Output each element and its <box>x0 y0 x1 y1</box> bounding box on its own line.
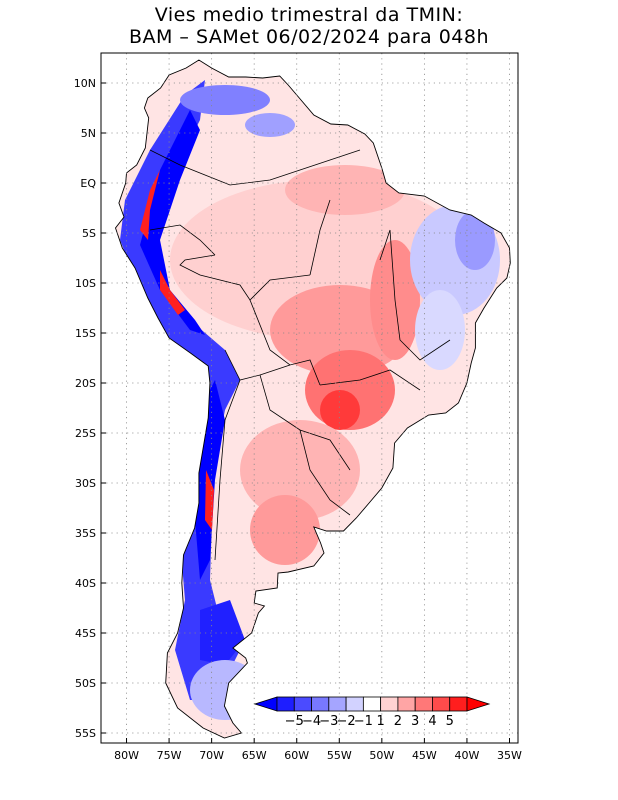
map-title-line2: BAM – SAMet 06/02/2024 para 048h <box>128 26 490 48</box>
colorbar-swatch <box>276 696 295 712</box>
colorbar-swatch <box>432 696 451 712</box>
lat-tick-label: 5S <box>82 227 96 240</box>
lon-tick-label: 65W <box>242 749 267 762</box>
colorbar-label: 4 <box>428 714 436 729</box>
colorbar-over-arrow <box>466 696 491 712</box>
lon-tick-label: 45W <box>412 749 437 762</box>
cool-region-caribbean-coast <box>180 85 270 115</box>
warm-region-argentina-north <box>240 420 360 520</box>
colorbar-label: 3 <box>411 714 419 729</box>
lat-tick-label: 40S <box>75 577 96 590</box>
cool-region-bahia <box>415 290 465 370</box>
longitude-axis: 80W 75W 70W 65W 60W 55W 50W 45W 40W 35W <box>114 738 522 762</box>
lat-tick-label: 35S <box>75 527 96 540</box>
cool-region-venezuela <box>245 113 295 137</box>
lat-tick-label: 20S <box>75 377 96 390</box>
lon-tick-label: 40W <box>455 749 480 762</box>
colorbar-swatch <box>328 696 347 712</box>
cold-core-andes-north <box>140 110 205 335</box>
colorbar-label: −5 <box>285 714 304 729</box>
colorbar-label: 5 <box>446 714 454 729</box>
warm-region-pampa <box>250 495 320 565</box>
lat-tick-label: EQ <box>80 177 96 190</box>
colorbar-label: −1 <box>354 714 373 729</box>
lat-tick-label: 30S <box>75 477 96 490</box>
lat-tick-label: 50S <box>75 677 96 690</box>
lat-lon-grid <box>101 53 518 743</box>
colorbar-label: −3 <box>319 714 338 729</box>
colorbar-label: 1 <box>376 714 384 729</box>
colorbar-swatch <box>345 696 364 712</box>
lon-tick-label: 75W <box>157 749 182 762</box>
colorbar-label: 2 <box>394 714 402 729</box>
warm-region-north <box>285 165 405 215</box>
colorbar-label: −2 <box>337 714 356 729</box>
lon-tick-label: 60W <box>284 749 309 762</box>
coastline <box>114 59 511 739</box>
lon-tick-label: 55W <box>327 749 352 762</box>
colorbar-swatch <box>380 696 399 712</box>
lat-tick-label: 25S <box>75 427 96 440</box>
colorbar-swatch <box>311 696 330 712</box>
lat-tick-label: 55S <box>75 727 96 740</box>
colorbar-label: −4 <box>302 714 321 729</box>
country-borders <box>149 149 451 561</box>
lon-tick-label: 50W <box>369 749 394 762</box>
colorbar-swatch <box>449 696 468 712</box>
warm-core-southeast <box>320 390 360 430</box>
colorbar-swatch <box>293 696 312 712</box>
lat-tick-label: 10S <box>75 277 96 290</box>
colorbar-swatch <box>414 696 433 712</box>
lat-tick-label: 15S <box>75 327 96 340</box>
lon-tick-label: 35W <box>497 749 522 762</box>
cool-core-northeast <box>455 210 495 270</box>
lat-tick-label: 5N <box>81 127 96 140</box>
lon-tick-label: 70W <box>199 749 224 762</box>
colorbar-swatch <box>397 696 416 712</box>
warm-streak-peru <box>160 270 185 315</box>
lon-tick-label: 80W <box>114 749 139 762</box>
map-frame <box>100 52 519 744</box>
latitude-axis: 10N 5N EQ 5S 10S 15S 20S 25S 30S 35S 40S 45S 50S 55S <box>74 77 106 740</box>
lat-tick-label: 10N <box>74 77 96 90</box>
map-title-line1: Vies medio trimestral da TMIN: <box>154 4 464 26</box>
colorbar: −5−4−3−2−1 1 2 3 4 5 <box>253 696 491 729</box>
colorbar-swatch <box>362 696 382 712</box>
warm-streak-ecuador <box>140 170 160 240</box>
lat-tick-label: 45S <box>75 627 96 640</box>
